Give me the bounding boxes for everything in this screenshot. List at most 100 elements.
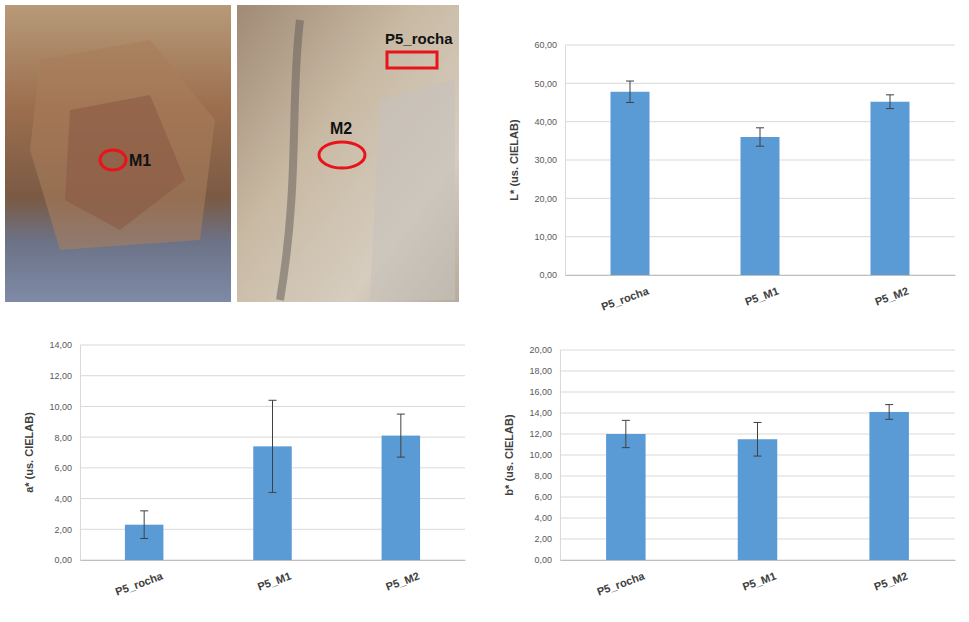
y-tick: 10,00 [534,232,565,242]
marker-ellipse [100,150,126,170]
x-tick: P5_M2 [384,560,421,593]
bar [606,434,646,560]
x-tick: P5_M1 [741,560,778,593]
marker-label: M2 [330,120,352,137]
y-axis-title: L* (us. CIELAB) [508,119,520,201]
photo [5,5,231,302]
error-bar [626,81,634,102]
error-bar [622,420,630,447]
y-tick-label: 40,00 [534,117,557,127]
x-tick-label: P5_M1 [743,285,780,308]
x-axis: P5_rocha P5_M1 P5_M2 [561,560,956,598]
y-tick: 16,00 [529,387,560,397]
y-axis-line [80,346,81,561]
grid-line [560,392,955,393]
plot-marks [125,400,420,560]
y-tick: 0,00 [534,555,560,565]
rock-face [30,40,215,250]
marker-label: P5_rocha [385,30,453,47]
y-tick-label: 20,00 [529,345,552,355]
x-tick: P5_M1 [743,275,780,308]
x-tick: P5_M2 [872,560,909,593]
x-tick-label: P5_M1 [256,570,293,593]
y-tick-label: 60,00 [534,40,557,50]
error-bar [397,414,405,457]
rock-face [370,80,455,300]
figure: M1M2P5_rocha0,0010,0020,0030,0040,0050,0… [0,0,969,622]
y-axis: 0,002,004,006,008,0010,0012,0014,00 [49,340,80,565]
x-tick-label: P5_M2 [873,285,910,308]
x-tick: P5_M1 [256,560,293,593]
grid-line [80,345,465,346]
y-tick: 6,00 [54,463,80,473]
y-tick: 50,00 [534,79,565,89]
x-axis: P5_rocha P5_M1 P5_M2 [81,560,466,598]
y-tick: 2,00 [54,525,80,535]
photo [237,5,459,302]
x-tick-label: P5_M2 [384,570,421,593]
y-tick: 60,00 [534,40,565,50]
y-axis-title: b* (us. CIELAB) [503,414,515,496]
bar [869,412,909,560]
chart: 0,002,004,006,008,0010,0012,0014,00P5_ro… [23,340,466,597]
y-tick: 8,00 [54,433,80,443]
y-tick-label: 2,00 [534,534,552,544]
error-bar [140,511,148,539]
y-tick-label: 10,00 [529,450,552,460]
y-tick: 12,00 [529,429,560,439]
x-axis-line [81,560,466,561]
photos: M1M2P5_rocha [5,5,459,302]
x-tick: P5_rocha [599,275,650,313]
y-tick-label: 6,00 [54,463,72,473]
x-axis: P5_rocha P5_M1 P5_M2 [566,275,956,313]
y-tick: 30,00 [534,155,565,165]
y-tick: 10,00 [529,450,560,460]
y-tick: 18,00 [529,366,560,376]
grid-line [80,375,465,376]
grid [80,345,465,560]
marker-ellipse [319,142,365,168]
x-tick-label: P5_M2 [872,570,909,593]
bar [741,137,780,275]
y-tick: 2,00 [534,534,560,544]
y-tick-label: 4,00 [534,513,552,523]
y-tick-label: 10,00 [534,232,557,242]
plot-marks [611,81,910,275]
y-tick-label: 8,00 [54,433,72,443]
x-tick: P5_rocha [114,560,165,598]
y-tick-label: 30,00 [534,155,557,165]
chart: 0,0010,0020,0030,0040,0050,0060,00P5_roc… [508,40,956,312]
y-tick-label: 2,00 [54,525,72,535]
y-tick: 6,00 [534,492,560,502]
x-tick-label: P5_rocha [599,284,650,313]
y-axis-line [565,46,566,276]
photo-image [5,5,231,302]
error-bar [886,95,894,109]
y-axis: 0,0010,0020,0030,0040,0050,0060,00 [534,40,565,280]
y-tick-label: 18,00 [529,366,552,376]
y-axis-title: a* (us. CIELAB) [23,412,35,493]
y-tick-label: 12,00 [49,371,72,381]
y-tick: 4,00 [534,513,560,523]
grid [565,45,955,275]
x-tick-label: P5_M1 [741,570,778,593]
y-tick: 4,00 [54,494,80,504]
y-axis-line [560,351,561,561]
x-axis-line [561,560,956,561]
bar [611,92,650,275]
error-bar [269,400,277,492]
grid-line [565,83,955,84]
y-tick-label: 14,00 [529,408,552,418]
y-tick: 40,00 [534,117,565,127]
x-tick-label: P5_rocha [595,569,646,598]
y-tick: 0,00 [54,555,80,565]
x-axis-line [566,275,956,276]
photo-image [237,5,459,302]
plot-marks [606,405,909,560]
y-tick-label: 0,00 [534,555,552,565]
y-tick-label: 0,00 [539,270,557,280]
error-bar [885,405,893,420]
y-tick-label: 12,00 [529,429,552,439]
y-tick: 10,00 [49,402,80,412]
grid [560,350,955,560]
